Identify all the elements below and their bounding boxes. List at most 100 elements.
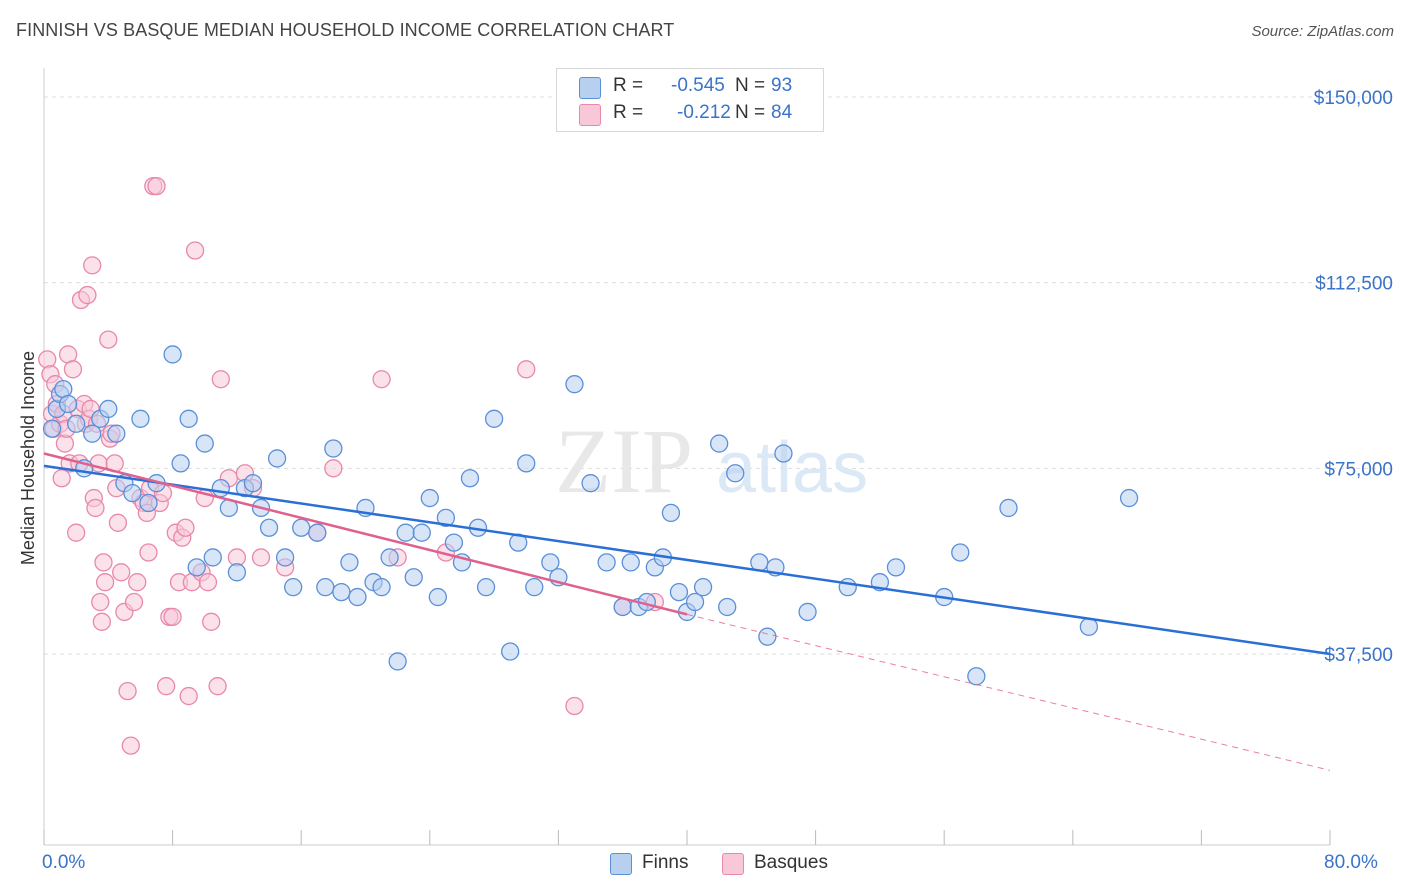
trend-lines — [43, 452, 1331, 771]
y-tick-label: $112,500 — [1315, 274, 1393, 295]
grid-lines — [44, 96, 1394, 655]
finns-point — [211, 478, 230, 498]
finns-point — [292, 518, 311, 537]
finns-point — [693, 578, 713, 597]
finns-point — [774, 444, 793, 463]
source-label: Source: ZipAtlas.com — [1251, 23, 1394, 40]
basques-point — [124, 592, 144, 612]
finns-point — [404, 568, 423, 587]
finns-point — [750, 553, 769, 572]
finns-point — [484, 409, 504, 428]
finns-point — [685, 592, 705, 612]
basques-point — [86, 498, 105, 518]
finns-point — [886, 558, 906, 577]
basques-point — [38, 350, 57, 369]
basques-point — [91, 592, 110, 612]
finns-point — [83, 424, 102, 443]
finns-n-label: N = — [735, 75, 766, 96]
finns-point — [308, 523, 327, 542]
finns-point — [380, 548, 399, 567]
basques-point — [112, 563, 131, 582]
basques-point — [211, 370, 230, 389]
finns-point — [163, 345, 182, 364]
basques-n-label: N = — [735, 102, 766, 123]
basques-n-value: 84 — [771, 102, 793, 123]
basques-point — [147, 176, 166, 196]
finns-legend-label: Finns — [642, 852, 689, 873]
finns-point — [967, 667, 986, 686]
finns-r-value: -0.545 — [671, 75, 725, 96]
finns-point — [517, 454, 536, 473]
basques-point — [52, 469, 71, 488]
finns-point — [428, 587, 447, 607]
basques-point — [157, 677, 176, 696]
finns-point — [669, 582, 689, 602]
basques-point — [92, 612, 112, 631]
finns-point — [420, 488, 439, 508]
stats-legend: R = -0.545 N = 93 R = -0.212 N = 84 — [556, 68, 824, 132]
finns-point — [597, 553, 616, 572]
finns-point — [187, 558, 206, 577]
finns-point — [179, 409, 198, 428]
basques-point — [565, 696, 584, 716]
basques-point — [208, 677, 227, 696]
basques-point — [176, 518, 195, 537]
finns-point — [798, 602, 817, 622]
basques-point — [251, 548, 271, 567]
finns-point — [67, 414, 86, 433]
finns-point — [436, 508, 456, 527]
finns-point — [324, 439, 343, 458]
chart-title: FINNISH VS BASQUE MEDIAN HOUSEHOLD INCOM… — [16, 20, 675, 40]
finns-point — [460, 469, 480, 488]
axes — [43, 68, 1331, 846]
finns-point — [203, 548, 222, 567]
basques-r-label: R = — [613, 102, 644, 123]
finns-point — [581, 474, 600, 493]
finns-point — [388, 652, 407, 671]
finns-point — [316, 578, 335, 597]
watermark-zip: ZIP — [555, 410, 693, 512]
finns-point — [58, 394, 78, 414]
finns-point — [726, 464, 745, 483]
basques-point — [94, 553, 113, 572]
basques-point — [78, 285, 97, 305]
basques-point — [118, 681, 137, 701]
basques-point — [163, 607, 182, 627]
basques-point — [517, 360, 536, 379]
finns-legend-swatch — [610, 853, 632, 875]
finns-point — [541, 553, 560, 572]
y-tick-label: $150,000 — [1314, 88, 1393, 109]
finns-point — [131, 409, 150, 428]
basques-point — [198, 573, 218, 592]
finns-point — [332, 582, 351, 602]
finns-point — [838, 578, 857, 597]
x-tick-label-min: 0.0% — [42, 852, 86, 873]
basques-trend-line — [43, 452, 688, 616]
finns-point — [525, 578, 544, 597]
finns-point — [372, 578, 391, 597]
finns-trend-line — [43, 464, 1331, 656]
basques-point — [139, 543, 158, 562]
finns-point — [267, 449, 287, 468]
x-tick-label-max: 80.0% — [1324, 852, 1378, 873]
y-tick-labels: $37,500 $75,000 $112,500 $150,000 — [1314, 88, 1393, 666]
basques-point — [67, 523, 86, 542]
finns-point — [123, 483, 142, 503]
basques-point — [95, 573, 115, 592]
basques-legend-label: Basques — [754, 852, 828, 873]
basques-point — [99, 330, 118, 349]
y-tick-label: $75,000 — [1324, 459, 1393, 480]
finns-point — [1119, 488, 1139, 508]
finns-r-label: R = — [613, 75, 644, 96]
finns-point — [951, 543, 970, 562]
finns-point — [171, 454, 190, 473]
finns-point — [195, 434, 214, 453]
finns-n-value: 93 — [771, 75, 793, 96]
finns-point — [99, 399, 118, 419]
basques-point — [83, 256, 102, 275]
basques-legend-swatch — [722, 853, 744, 875]
finns-point — [621, 553, 640, 572]
finns-point — [275, 548, 295, 567]
basques-trend-extension — [686, 613, 1331, 771]
